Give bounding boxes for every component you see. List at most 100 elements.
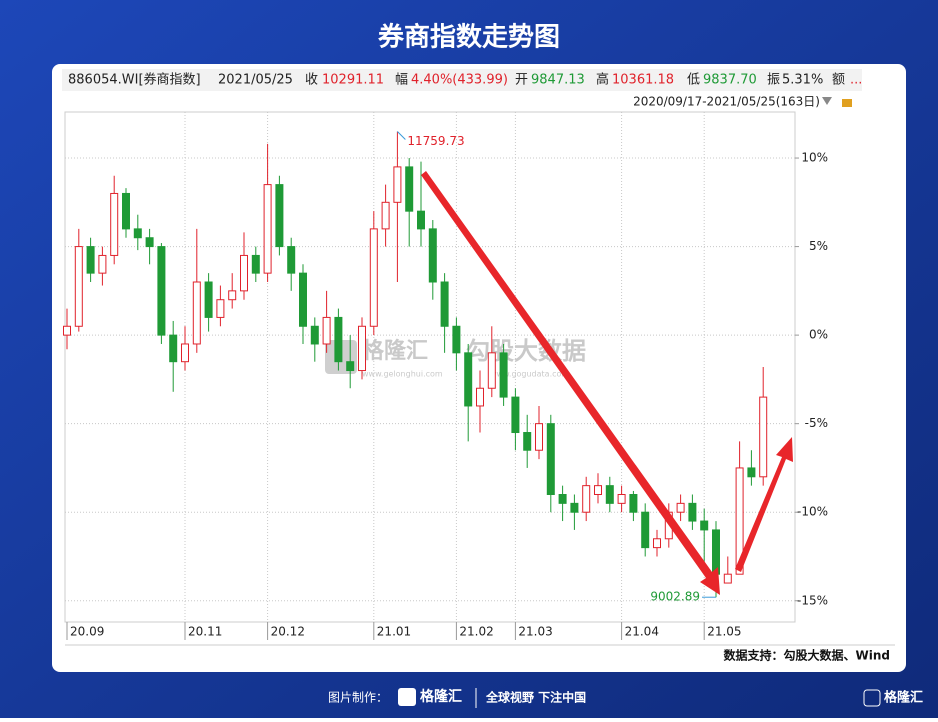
candle-body xyxy=(476,387,484,407)
candle-body xyxy=(181,343,189,363)
watermark-text: 格隆汇 xyxy=(362,338,428,364)
source: 数据支持：勾股大数据、Wind xyxy=(724,648,890,663)
candle-body xyxy=(381,201,390,230)
y-tick-label: -15% xyxy=(797,593,828,607)
candle-body xyxy=(310,325,319,345)
watermark-url: www.gogudata.com xyxy=(490,370,569,379)
candle-body xyxy=(511,396,520,434)
candle-body xyxy=(676,502,685,513)
watermark: 格隆汇 www.gelonghui.com 勾股大数据 www.gogudata… xyxy=(325,337,586,379)
info-item: ... xyxy=(850,73,862,88)
candle-body xyxy=(747,467,756,478)
candle-body xyxy=(759,396,768,478)
info-item: 幅 xyxy=(395,73,408,88)
candle-body xyxy=(605,485,614,504)
corner-logo xyxy=(863,689,881,707)
info-item: 高 xyxy=(596,72,609,88)
candle-body xyxy=(122,192,130,230)
candle-body xyxy=(393,166,402,203)
info-item: 额 xyxy=(832,73,845,88)
candle-body xyxy=(133,228,142,239)
info-item: 低 xyxy=(687,73,700,88)
x-tick-label: 20.12 xyxy=(271,625,305,639)
x-tick-label: 20.11 xyxy=(188,625,222,639)
annotation: 9002.89 xyxy=(650,590,700,604)
y-tick-label: -10% xyxy=(797,505,828,519)
candle-body xyxy=(204,281,213,318)
candle-body xyxy=(629,494,638,513)
candle-body xyxy=(98,254,107,274)
candle-body xyxy=(464,352,473,407)
candle-body xyxy=(369,228,378,327)
panel xyxy=(52,64,906,672)
watermark-text: 勾股大数据 xyxy=(466,337,586,365)
candle-body xyxy=(712,529,720,575)
up-arrow xyxy=(735,437,793,572)
candle-body xyxy=(487,352,496,389)
x-tick-label: 21.05 xyxy=(707,625,741,639)
candle-body xyxy=(594,485,602,496)
info-item: 振 xyxy=(767,73,780,88)
candle-body xyxy=(145,237,154,248)
annotation-pointer xyxy=(397,131,406,140)
info-item: 收 xyxy=(305,73,318,88)
plot-frame xyxy=(64,111,796,623)
info-item: 886054.WI[券商指数] xyxy=(68,72,201,88)
candle-body xyxy=(228,290,237,301)
info-item: 10361.18 xyxy=(612,73,674,88)
candle-body xyxy=(570,502,579,513)
candle-body xyxy=(582,485,591,513)
candle-body xyxy=(240,254,248,292)
info-item: 9837.70 xyxy=(703,73,757,88)
candle-body xyxy=(688,502,697,522)
candle-body xyxy=(558,494,567,504)
candle-body xyxy=(535,423,543,451)
footer-made-by: 图片制作： xyxy=(328,691,388,705)
candle-body xyxy=(192,281,201,345)
candle-body xyxy=(452,325,461,354)
candle-body xyxy=(499,352,508,398)
lock-icon xyxy=(842,99,852,107)
candle-body xyxy=(299,272,307,327)
info-bar xyxy=(62,69,862,91)
candle-body xyxy=(428,228,437,283)
range-label: 2020/09/17-2021/05/25(163日) xyxy=(633,95,820,109)
x-tick-label: 21.04 xyxy=(625,625,659,639)
candle-body xyxy=(86,246,95,274)
candle-body xyxy=(700,520,709,531)
candle-body xyxy=(653,538,661,549)
info-item: 2021/05/25 xyxy=(218,73,293,88)
candle-body xyxy=(346,361,355,372)
candle-body xyxy=(169,334,178,363)
y-tick-label: 0% xyxy=(809,328,828,342)
corner-brand: 格隆汇 xyxy=(884,690,923,706)
candle-body xyxy=(440,281,449,327)
candle-body xyxy=(110,192,119,256)
info-item: 4.40%(433.99) xyxy=(411,73,508,88)
candle-body xyxy=(417,210,425,230)
footer-logo xyxy=(398,688,416,706)
trend-arrows xyxy=(421,171,793,595)
candle-body xyxy=(74,246,83,327)
candle-body xyxy=(641,511,650,549)
candle-body xyxy=(157,246,166,336)
dropdown-icon xyxy=(822,97,832,105)
candle-body xyxy=(63,325,71,336)
y-tick-label: 5% xyxy=(809,239,828,253)
page-title: 券商指数走势图 xyxy=(378,22,560,53)
x-tick-label: 21.02 xyxy=(459,625,493,639)
watermark-url: www.gelonghui.com xyxy=(362,370,443,379)
info-item: 9847.13 xyxy=(531,73,585,88)
x-tick-label: 20.09 xyxy=(70,625,104,639)
candle-body xyxy=(523,432,532,451)
candle-body xyxy=(216,299,225,318)
candle-body xyxy=(275,184,284,248)
candle-body xyxy=(546,423,555,495)
candle-body xyxy=(263,184,272,274)
candle-body xyxy=(334,316,343,363)
y-tick-label: -5% xyxy=(805,416,828,430)
info-item: 10291.11 xyxy=(322,73,384,88)
y-tick-label: 10% xyxy=(801,151,828,165)
down-arrow xyxy=(421,171,720,595)
